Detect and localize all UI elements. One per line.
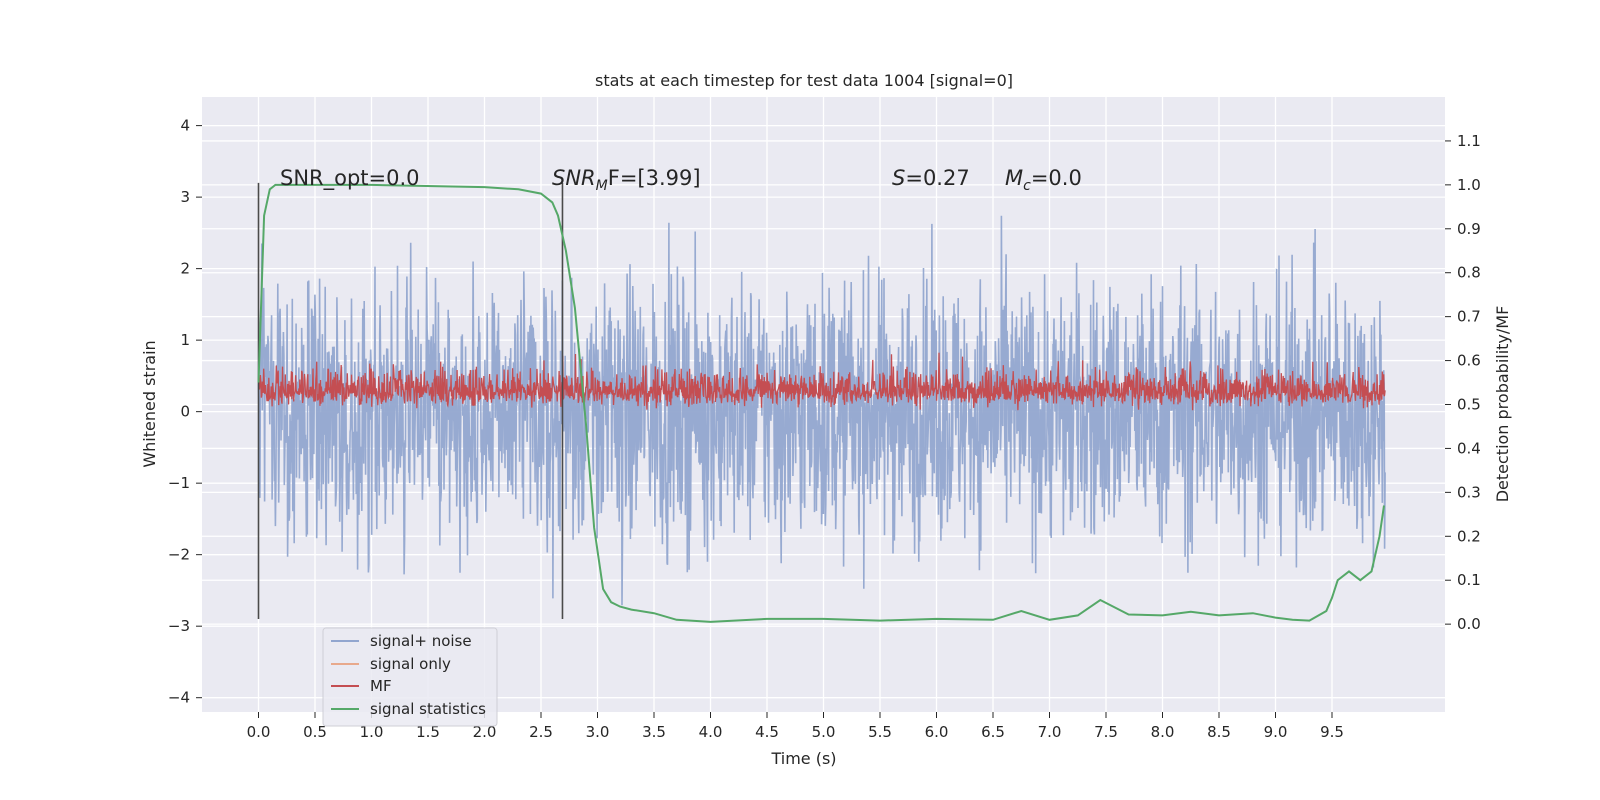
annotation-s-base: S — [892, 166, 905, 190]
legend-label-mf: MF — [370, 677, 392, 695]
y-axis-right-label: Detection probability/MF — [1493, 306, 1512, 503]
y-right-tick-label: 0.6 — [1457, 352, 1481, 370]
annotation-s: S=0.27 — [892, 166, 970, 190]
annotation-snr-mf-sub: M — [596, 178, 608, 194]
series-signal-noise — [257, 215, 1386, 606]
y-tick-label: 2 — [180, 260, 190, 278]
y-right-tick-label: 0.0 — [1457, 615, 1481, 633]
legend: signal+ noise signal only MF signal stat… — [322, 627, 498, 727]
x-tick-label: 4.0 — [699, 723, 723, 741]
annotation-mc: Mc=0.0 — [1005, 166, 1082, 194]
y-right-tick-label: 0.2 — [1457, 527, 1481, 545]
y-right-tick-label: 0.1 — [1457, 571, 1481, 589]
x-axis-label: Time (s) — [770, 749, 836, 768]
annotation-mc-sub: c — [1023, 178, 1031, 194]
x-tick-label: 1.0 — [360, 723, 384, 741]
x-tick-label: 6.0 — [925, 723, 949, 741]
legend-label-signal-only: signal only — [370, 655, 451, 673]
x-tick-label: 8.0 — [1151, 723, 1175, 741]
x-tick-label: 0.0 — [247, 723, 271, 741]
y-tick-label: 4 — [180, 117, 190, 135]
y-tick-label: 3 — [180, 188, 190, 206]
x-axis-ticks: 0.0 0.5 1.0 1.5 2.0 2.5 3.0 3.5 4.0 4.5 5.0 5.5 6.0 6… — [247, 712, 1344, 741]
x-tick-label: 7.5 — [1094, 723, 1118, 741]
x-tick-label: 3.0 — [586, 723, 610, 741]
legend-label-signal-noise: signal+ noise — [370, 632, 472, 650]
y-right-tick-label: 1.1 — [1457, 132, 1481, 150]
series-mf — [257, 352, 1386, 411]
y-axis-ticks: −4 −3 −2 −1 0 1 2 3 4 — [168, 117, 202, 707]
y-tick-label: −4 — [168, 689, 190, 707]
x-tick-label: 6.5 — [981, 723, 1005, 741]
y-right-tick-label: 0.5 — [1457, 396, 1481, 414]
y-right-tick-label: 0.8 — [1457, 264, 1481, 282]
x-tick-label: 8.5 — [1207, 723, 1231, 741]
y-right-tick-label: 0.4 — [1457, 439, 1481, 457]
x-tick-label: 4.5 — [755, 723, 779, 741]
annotation-mc-base: M — [1005, 166, 1023, 190]
chart-title: stats at each timestep for test data 100… — [595, 71, 1013, 90]
y-tick-label: −3 — [168, 617, 190, 635]
x-tick-label: 9.5 — [1320, 723, 1344, 741]
annotation-snr-opt: SNR_opt=0.0 — [280, 166, 420, 191]
annotation-snr-mf-rest: F=[3.99] — [608, 166, 701, 190]
x-tick-label: 2.5 — [529, 723, 553, 741]
y-axis-label: Whitened strain — [140, 340, 159, 467]
legend-label-signal-statistics: signal statistics — [370, 700, 486, 718]
x-tick-label: 1.5 — [416, 723, 440, 741]
y-right-tick-label: 0.3 — [1457, 483, 1481, 501]
annotation-snr-mf-base: SNR — [552, 166, 596, 190]
y-axis-right-ticks: 0.0 0.1 0.2 0.3 0.4 0.5 0.6 0.7 0.8 0.9 1.0 1.1 — [1445, 132, 1481, 633]
x-tick-label: 5.0 — [812, 723, 836, 741]
x-tick-label: 5.5 — [868, 723, 892, 741]
x-tick-label: 0.5 — [303, 723, 327, 741]
y-tick-label: −1 — [168, 474, 190, 492]
x-tick-label: 2.0 — [473, 723, 497, 741]
legend-box — [322, 627, 498, 727]
x-tick-label: 7.0 — [1038, 723, 1062, 741]
x-tick-label: 3.5 — [642, 723, 666, 741]
y-right-tick-label: 1.0 — [1457, 176, 1481, 194]
annotation-mc-rest: =0.0 — [1031, 166, 1082, 190]
y-tick-label: −2 — [168, 546, 190, 564]
y-right-tick-label: 0.9 — [1457, 220, 1481, 238]
series-signal-statistics — [257, 183, 1385, 623]
y-tick-label: 1 — [180, 331, 190, 349]
x-tick-label: 9.0 — [1264, 723, 1288, 741]
y-tick-label: 0 — [180, 403, 190, 421]
annotation-s-rest: =0.27 — [905, 166, 969, 190]
annotation-snr-mf: SNRMF=[3.99] — [552, 166, 701, 194]
y-right-tick-label: 0.7 — [1457, 308, 1481, 326]
